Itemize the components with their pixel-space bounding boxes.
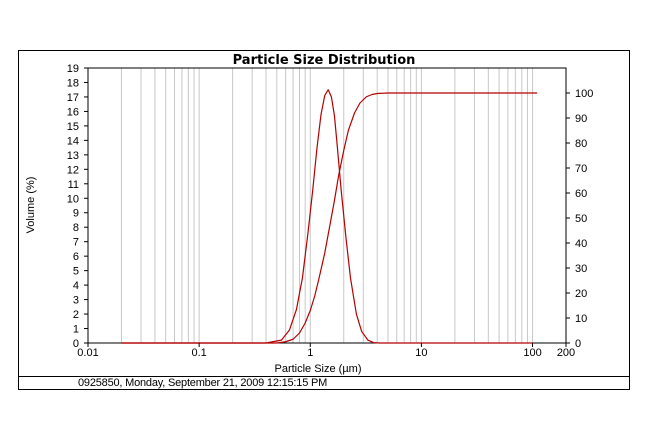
footer-caption: 0925850, Monday, September 21, 2009 12:1… [78,377,328,389]
grid-layer [120,68,534,343]
y-tick-label: 15 [67,121,79,133]
x-tick-label: 100 [523,347,541,359]
y2-tick-label: 80 [575,138,587,150]
y-tick-label: 7 [73,237,79,249]
y2-tick-label: 100 [575,88,593,100]
x-tick-label: 1 [307,347,313,359]
y-tick-label: 4 [73,280,79,292]
x-tick-label: 0.01 [77,347,98,359]
y-tick-label: 9 [73,208,79,220]
y-tick-label: 10 [67,193,79,205]
y2-tick-label: 70 [575,163,587,175]
y-tick-label: 18 [67,77,79,89]
y-tick-label: 13 [67,150,79,162]
y-tick-label: 5 [73,266,79,278]
x-axis-label: Particle Size (µm) [274,363,361,375]
y2-tick-label: 0 [575,338,581,350]
y2-tick-label: 90 [575,113,587,125]
x-tick-label: 0.1 [191,347,206,359]
y-tick-label: 12 [67,164,79,176]
y-tick-label: 17 [67,92,79,104]
x-tick-label: 10 [415,347,427,359]
y-tick-label: 3 [73,295,79,307]
plot-area-border [87,67,567,344]
x-tick-label: 200 [557,347,575,359]
chart-title: Particle Size Distribution [233,53,416,68]
y2-tick-label: 60 [575,188,587,200]
volume-density-line [121,89,533,344]
y-axis-label: Volume (%) [25,177,37,234]
y2-tick-label: 30 [575,263,587,275]
y-tick-label: 14 [67,135,79,147]
y2-tick-label: 40 [575,238,587,250]
chart-frame [18,50,630,390]
tick-layer: 0123456789101112131415161718190102030405… [67,63,594,359]
y-tick-label: 2 [73,309,79,321]
y-tick-label: 0 [73,338,79,350]
y-tick-label: 8 [73,222,79,234]
y-tick-label: 19 [67,63,79,75]
y2-tick-label: 20 [575,288,587,300]
footer-tick-mark [18,377,20,387]
y2-tick-label: 50 [575,213,587,225]
footer-divider [18,376,630,377]
cumulative-volume-line [121,92,538,344]
y-tick-label: 16 [67,106,79,118]
y-tick-label: 1 [73,324,79,336]
y2-tick-label: 10 [575,313,587,325]
y-tick-label: 6 [73,251,79,263]
y-tick-label: 11 [68,179,79,191]
series-layer [121,89,538,344]
